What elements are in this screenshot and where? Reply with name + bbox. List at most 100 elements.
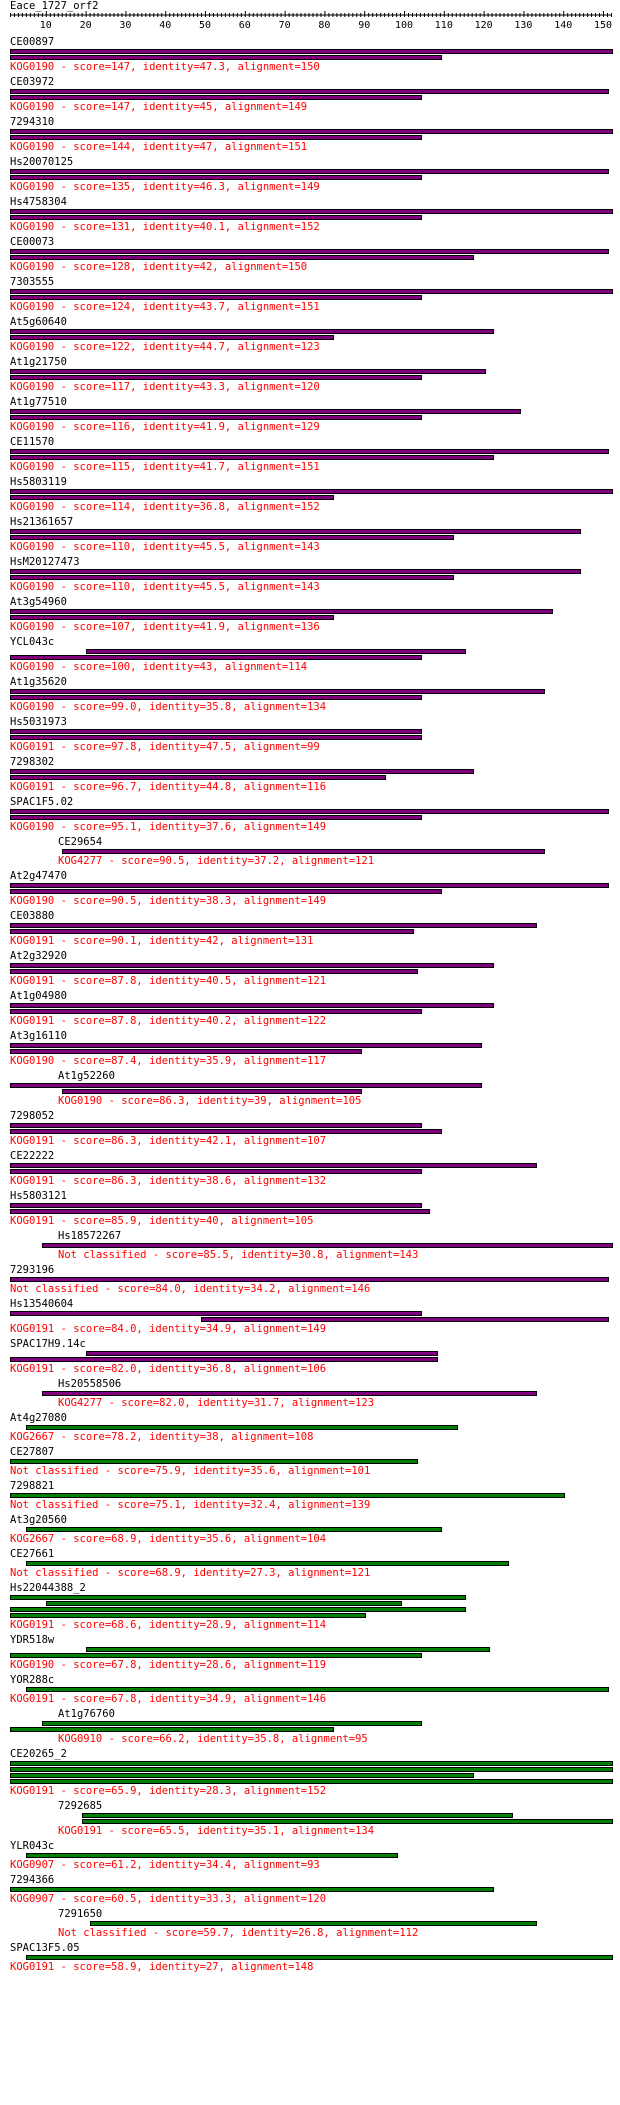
hit-info: KOG0191 - score=97.8, identity=47.5, ali… xyxy=(10,741,320,753)
hit-id: 7294366 xyxy=(10,1874,55,1886)
hit-info: KOG0190 - score=117, identity=43.3, alig… xyxy=(10,381,320,393)
alignment-bar xyxy=(10,729,422,734)
alignment-bar xyxy=(10,615,335,620)
alignment-bar xyxy=(41,1243,613,1248)
alignment-bar xyxy=(10,89,609,94)
alignment-bar xyxy=(25,1687,609,1692)
alignment-bar xyxy=(10,289,613,294)
alignment-bar xyxy=(10,1607,466,1612)
alignment-bar xyxy=(85,649,466,654)
alignment-bar xyxy=(89,1921,538,1926)
hit-id: 7298821 xyxy=(10,1480,55,1492)
hit-id: Hs20070125 xyxy=(10,156,74,168)
alignment-bar xyxy=(25,1527,442,1532)
alignment-bar xyxy=(10,135,422,140)
alignment-bar xyxy=(25,1853,399,1858)
hit-id: YLR043c xyxy=(10,1840,55,1852)
alignment-bar xyxy=(10,889,442,894)
alignment-bar xyxy=(10,335,335,340)
hit-info: KOG0190 - score=99.0, identity=35.8, ali… xyxy=(10,701,327,713)
alignment-bar xyxy=(10,1887,494,1892)
hit-info: KOG4277 - score=90.5, identity=37.2, ali… xyxy=(58,855,375,867)
alignment-bar xyxy=(10,815,422,820)
alignment-bar xyxy=(10,329,494,334)
hit-info: KOG0191 - score=65.9, identity=28.3, ali… xyxy=(10,1785,327,1797)
ruler-tick-label: 120 xyxy=(475,20,493,30)
hit-id: Hs4758304 xyxy=(10,196,67,208)
hit-info: KOG0191 - score=85.9, identity=40, align… xyxy=(10,1215,314,1227)
alignment-bar xyxy=(10,1459,418,1464)
alignment-bar xyxy=(10,1169,422,1174)
hit-id: 7298302 xyxy=(10,756,55,768)
hit-info: KOG0190 - score=144, identity=47, alignm… xyxy=(10,141,308,153)
hit-id: Hs5031973 xyxy=(10,716,67,728)
alignment-bar xyxy=(10,1043,482,1048)
hit-info: KOG4277 - score=82.0, identity=31.7, ali… xyxy=(58,1397,375,1409)
hit-info: Not classified - score=85.5, identity=30… xyxy=(58,1249,419,1261)
hit-id: At1g04980 xyxy=(10,990,67,1002)
position-ruler: 10 20 30 40 50 60 70 80 90 100 110 120 130 140 150 xyxy=(10,11,612,30)
alignment-bar xyxy=(10,369,486,374)
ruler-tick-label: 40 xyxy=(159,20,171,30)
hit-info: KOG0190 - score=128, identity=42, alignm… xyxy=(10,261,308,273)
alignment-bar xyxy=(10,655,422,660)
hit-id: CE22222 xyxy=(10,1150,55,1162)
hit-info: KOG0190 - score=147, identity=45, alignm… xyxy=(10,101,308,113)
alignment-bar xyxy=(10,809,609,814)
hit-info: Not classified - score=68.9, identity=27… xyxy=(10,1567,371,1579)
alignment-bar xyxy=(10,1779,613,1784)
ruler-tick-label: 60 xyxy=(239,20,251,30)
alignment-bar xyxy=(10,1203,422,1208)
alignment-bar xyxy=(10,1357,438,1362)
alignment-bar xyxy=(10,1595,466,1600)
hit-info: KOG0190 - score=67.8, identity=28.6, ali… xyxy=(10,1659,327,1671)
ruler-tick-label: 150 xyxy=(594,20,612,30)
alignment-bar xyxy=(10,1163,538,1168)
hit-id: 7303555 xyxy=(10,276,55,288)
query-title: Eace_1727_orf2 xyxy=(10,0,99,12)
alignment-bar xyxy=(10,609,554,614)
hit-id: At3g20560 xyxy=(10,1514,67,1526)
alignment-bar xyxy=(10,295,422,300)
hit-id: SPAC1F5.02 xyxy=(10,796,74,808)
alignment-bar xyxy=(10,1083,482,1088)
hit-id: At4g27080 xyxy=(10,1412,67,1424)
hit-info: KOG0190 - score=115, identity=41.7, alig… xyxy=(10,461,320,473)
alignment-bar xyxy=(25,1561,510,1566)
hit-id: CE00073 xyxy=(10,236,55,248)
ruler-tick-label: 90 xyxy=(358,20,370,30)
alignment-bar xyxy=(10,689,546,694)
hit-id: At5g60640 xyxy=(10,316,67,328)
alignment-bar xyxy=(10,415,422,420)
ruler-tick-label: 130 xyxy=(514,20,532,30)
alignment-bar xyxy=(10,735,422,740)
hit-info: KOG0191 - score=68.6, identity=28.9, ali… xyxy=(10,1619,327,1631)
hit-id: 7293196 xyxy=(10,1264,55,1276)
hit-info: KOG0190 - score=90.5, identity=38.3, ali… xyxy=(10,895,327,907)
hit-info: KOG0190 - score=110, identity=45.5, alig… xyxy=(10,541,320,553)
hit-id: Hs21361657 xyxy=(10,516,74,528)
hit-id: CE27661 xyxy=(10,1548,55,1560)
hit-info: KOG0191 - score=86.3, identity=38.6, ali… xyxy=(10,1175,327,1187)
hit-id: CE27807 xyxy=(10,1446,55,1458)
hit-info: KOG0190 - score=135, identity=46.3, alig… xyxy=(10,181,320,193)
alignment-bar xyxy=(10,1277,609,1282)
hit-id: 7294310 xyxy=(10,116,55,128)
alignment-bar xyxy=(10,1653,422,1658)
hit-id: At2g47470 xyxy=(10,870,67,882)
alignment-bar xyxy=(10,129,613,134)
alignment-bar xyxy=(10,1767,613,1772)
hit-id: At3g54960 xyxy=(10,596,67,608)
alignment-bar xyxy=(10,495,335,500)
alignment-bar xyxy=(10,1773,474,1778)
alignment-bar xyxy=(10,55,442,60)
hit-id: Hs18572267 xyxy=(58,1230,122,1242)
hit-id: Hs20558506 xyxy=(58,1378,122,1390)
alignment-bar xyxy=(41,1721,422,1726)
alignment-bar xyxy=(10,1003,494,1008)
alignment-bar xyxy=(10,455,494,460)
hit-info: KOG0190 - score=100, identity=43, alignm… xyxy=(10,661,308,673)
hit-info: KOG0191 - score=87.8, identity=40.5, ali… xyxy=(10,975,327,987)
hit-id: Hs5803121 xyxy=(10,1190,67,1202)
hit-id: 7292685 xyxy=(58,1800,103,1812)
